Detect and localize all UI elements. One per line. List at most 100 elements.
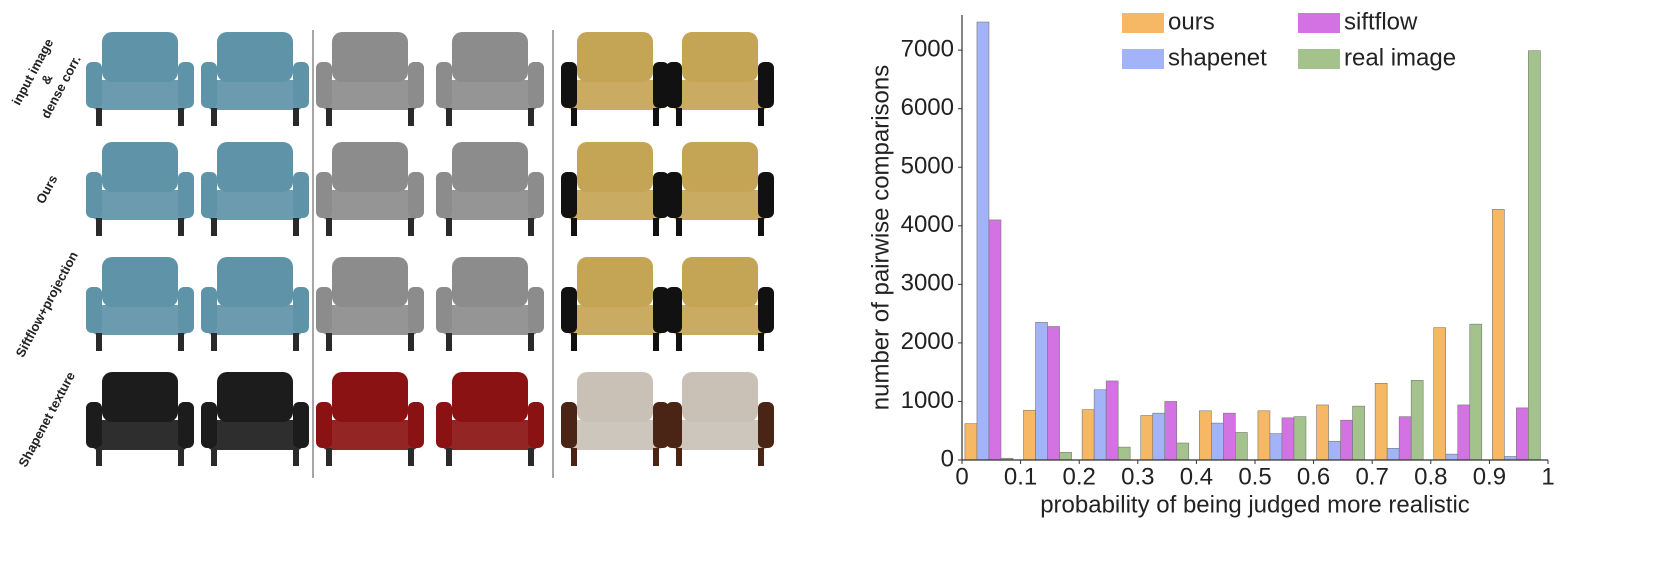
chair-arm: [758, 172, 774, 218]
chair-back: [102, 142, 178, 192]
chair-arm: [528, 402, 544, 448]
bar: [1035, 322, 1048, 461]
chair-leg: [571, 218, 577, 236]
chair-leg: [653, 108, 659, 126]
chair-leg: [446, 448, 452, 466]
chair-seat: [322, 80, 418, 110]
chair-arm: [178, 172, 194, 218]
chair-leg: [96, 333, 102, 351]
bar: [1457, 404, 1471, 461]
chair-arm: [178, 62, 194, 108]
chair-arm: [408, 62, 424, 108]
chair-leg: [676, 218, 682, 236]
x-tick-label: 0.4: [1180, 463, 1213, 490]
bar: [1445, 453, 1459, 461]
row-label: input image&dense corr.: [9, 36, 85, 122]
chair-arm: [436, 287, 452, 333]
chair-back: [682, 257, 758, 307]
chair-leg: [211, 108, 217, 126]
bar: [1516, 407, 1529, 461]
chair-image: [436, 142, 544, 236]
chair-seat: [672, 420, 768, 450]
chair-leg: [528, 108, 534, 126]
x-tick-label: 0.6: [1297, 463, 1330, 490]
chair-leg: [326, 108, 332, 126]
bar: [1152, 412, 1166, 461]
chair-seat: [92, 305, 188, 335]
chair-back: [332, 257, 408, 307]
chair-arm: [178, 287, 194, 333]
bar: [1257, 410, 1271, 461]
chair-seat: [442, 305, 538, 335]
chair-leg: [178, 218, 184, 236]
chair-seat: [92, 420, 188, 450]
row-label-line: Shapenet texture: [16, 369, 79, 469]
chair-image: [86, 32, 194, 126]
chair-arm: [758, 402, 774, 448]
y-tick-label: 3000: [901, 270, 954, 297]
chair-arm: [293, 402, 309, 448]
chair-back: [452, 372, 528, 422]
chair-image: [666, 142, 774, 236]
chair-back: [682, 142, 758, 192]
chair-arm: [528, 287, 544, 333]
chair-arm: [561, 172, 577, 218]
chair-back: [102, 257, 178, 307]
chair-arm: [666, 62, 682, 108]
bar: [1023, 409, 1036, 461]
chair-leg: [758, 333, 764, 351]
chair-image: [316, 32, 424, 126]
chair-leg: [326, 448, 332, 466]
chair-seat: [207, 80, 303, 110]
chair-arm: [653, 287, 669, 333]
chair-arm: [86, 287, 102, 333]
chair-back: [682, 32, 758, 82]
legend-label: siftflow: [1344, 8, 1418, 35]
bar: [976, 21, 990, 461]
chair-arm: [653, 402, 669, 448]
chair-leg: [326, 333, 332, 351]
chair-seat: [92, 80, 188, 110]
chart: 0 1000 2000 3000 4000 5000 6000 7000 0 0.1 0.2 0.3 0…: [867, 8, 1554, 518]
bar: [1199, 410, 1212, 461]
x-tick-label: 0.2: [1063, 463, 1096, 490]
bar: [1340, 419, 1353, 461]
chair-image: [436, 32, 544, 126]
y-tick-label: 5000: [901, 153, 954, 180]
chair-leg: [446, 108, 452, 126]
chair-leg: [293, 448, 299, 466]
chair-arm: [436, 172, 452, 218]
bar: [1059, 452, 1072, 461]
chair-leg: [653, 218, 659, 236]
bar: [1235, 432, 1248, 461]
bar: [1105, 380, 1119, 461]
y-axis-label: number of pairwise comparisons: [867, 65, 894, 410]
chair-leg: [293, 108, 299, 126]
chair-seat: [207, 190, 303, 220]
chair-arm: [201, 287, 217, 333]
chair-leg: [178, 333, 184, 351]
chair-leg: [178, 448, 184, 466]
bar: [1528, 50, 1541, 461]
chair-seat: [207, 305, 303, 335]
chair-arm: [528, 172, 544, 218]
chair-arm: [178, 402, 194, 448]
chair-back: [217, 372, 293, 422]
chair-arm: [316, 402, 332, 448]
bar: [1469, 323, 1483, 461]
chair-seat: [567, 420, 663, 450]
row-label: Shapenet texture: [16, 369, 79, 469]
row-labels: input image&dense corr. Ours Siftflow+proj…: [9, 36, 85, 469]
chair-image: [201, 142, 309, 236]
chair-leg: [528, 218, 534, 236]
y-tick-label: 2000: [901, 328, 954, 355]
bar: [1374, 382, 1388, 461]
chair-back: [452, 257, 528, 307]
bar: [1117, 446, 1131, 461]
chair-leg: [528, 448, 534, 466]
chair-back: [452, 142, 528, 192]
chair-leg: [528, 333, 534, 351]
chair-image: [666, 32, 774, 126]
x-tick-label: 0.3: [1121, 463, 1154, 490]
bar: [1047, 326, 1060, 461]
